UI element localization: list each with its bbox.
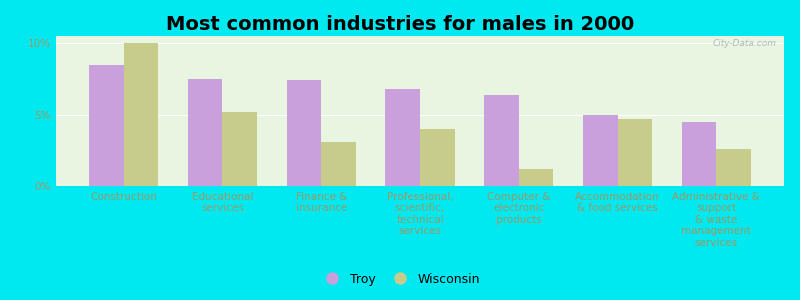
Bar bbox=[322, 142, 356, 186]
Bar bbox=[124, 43, 158, 186]
Bar bbox=[583, 115, 618, 186]
Bar bbox=[682, 122, 716, 186]
Bar bbox=[484, 94, 518, 186]
Text: City-Data.com: City-Data.com bbox=[713, 39, 777, 48]
Bar bbox=[188, 79, 222, 186]
Bar bbox=[518, 169, 554, 186]
Bar bbox=[222, 112, 257, 186]
Bar bbox=[716, 149, 751, 186]
Text: Most common industries for males in 2000: Most common industries for males in 2000 bbox=[166, 15, 634, 34]
Bar bbox=[618, 119, 652, 186]
Bar bbox=[420, 129, 454, 186]
Bar bbox=[386, 89, 420, 186]
Bar bbox=[286, 80, 322, 186]
Legend: Troy, Wisconsin: Troy, Wisconsin bbox=[314, 268, 486, 291]
Bar bbox=[89, 64, 124, 186]
